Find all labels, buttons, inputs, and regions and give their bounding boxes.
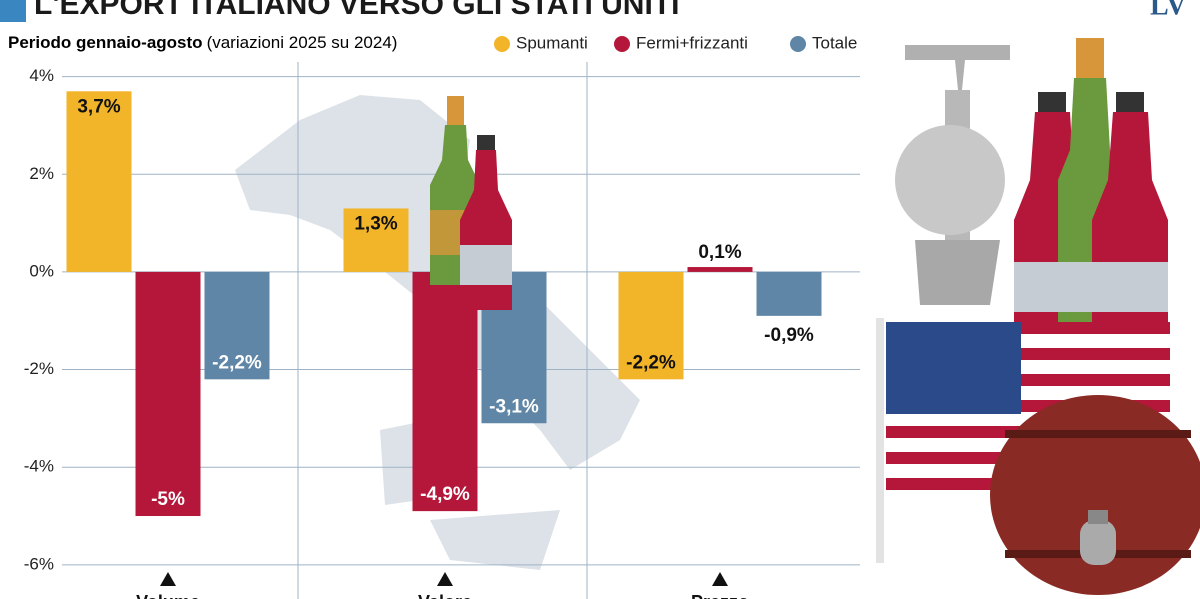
legend-label: Totale (812, 33, 857, 52)
y-tick-label: -4% (24, 457, 54, 476)
y-tick-label: 4% (29, 66, 54, 85)
bar (66, 91, 132, 272)
legend-swatch (614, 36, 630, 52)
value-label: -2,2% (626, 352, 676, 373)
value-label: 0,1% (698, 242, 741, 263)
y-tick-label: -2% (24, 359, 54, 378)
side-illustration (876, 38, 1200, 595)
italy-map (235, 95, 640, 570)
y-tick-label: -6% (24, 554, 54, 573)
value-label: -3,1% (489, 396, 539, 417)
bar (135, 271, 201, 517)
y-tick-label: 2% (29, 164, 54, 183)
y-tick-label: 0% (29, 261, 54, 280)
bar (687, 267, 753, 272)
value-label: 1,3% (354, 213, 397, 234)
bars: 3,7% -5% -2,2% 1,3% -4,9% -3,1% -2,2% 0,1% -0,9% (66, 91, 822, 517)
x-tick-label: Prezzo (691, 592, 749, 599)
bar (204, 271, 270, 380)
bottles-illustration (430, 96, 512, 310)
value-label: -2,2% (212, 352, 262, 373)
category-marker (437, 572, 453, 586)
bar (343, 208, 409, 272)
subtitle-note: (variazioni 2025 su 2024) (207, 33, 398, 52)
subtitle-bold: Periodo gennaio-agosto (8, 33, 203, 52)
logo: LV (1150, 0, 1186, 21)
category-marker (712, 572, 728, 586)
value-label: 3,7% (77, 96, 120, 117)
bar (618, 271, 684, 380)
x-tick-label: Volume (136, 592, 200, 599)
x-tick-label: Valore (418, 592, 472, 599)
categories: Volume Valore Prezzo (136, 572, 749, 599)
value-label: -0,9% (764, 325, 814, 346)
title-marker (0, 0, 26, 22)
category-marker (160, 572, 176, 586)
subtitle: Periodo gennaio-agosto (variazioni 2025 s… (8, 33, 397, 52)
value-label: -5% (151, 489, 185, 510)
value-label: -4,9% (420, 484, 470, 505)
bar (756, 271, 822, 316)
legend-label: Fermi+frizzanti (636, 33, 748, 52)
bar (412, 271, 478, 512)
legend-label: Spumanti (516, 33, 588, 52)
legend-swatch (790, 36, 806, 52)
legend: Spumanti Fermi+frizzanti Totale (494, 33, 857, 52)
chart-title: L'EXPORT ITALIANO VERSO GLI STATI UNITI (34, 0, 679, 21)
legend-swatch (494, 36, 510, 52)
